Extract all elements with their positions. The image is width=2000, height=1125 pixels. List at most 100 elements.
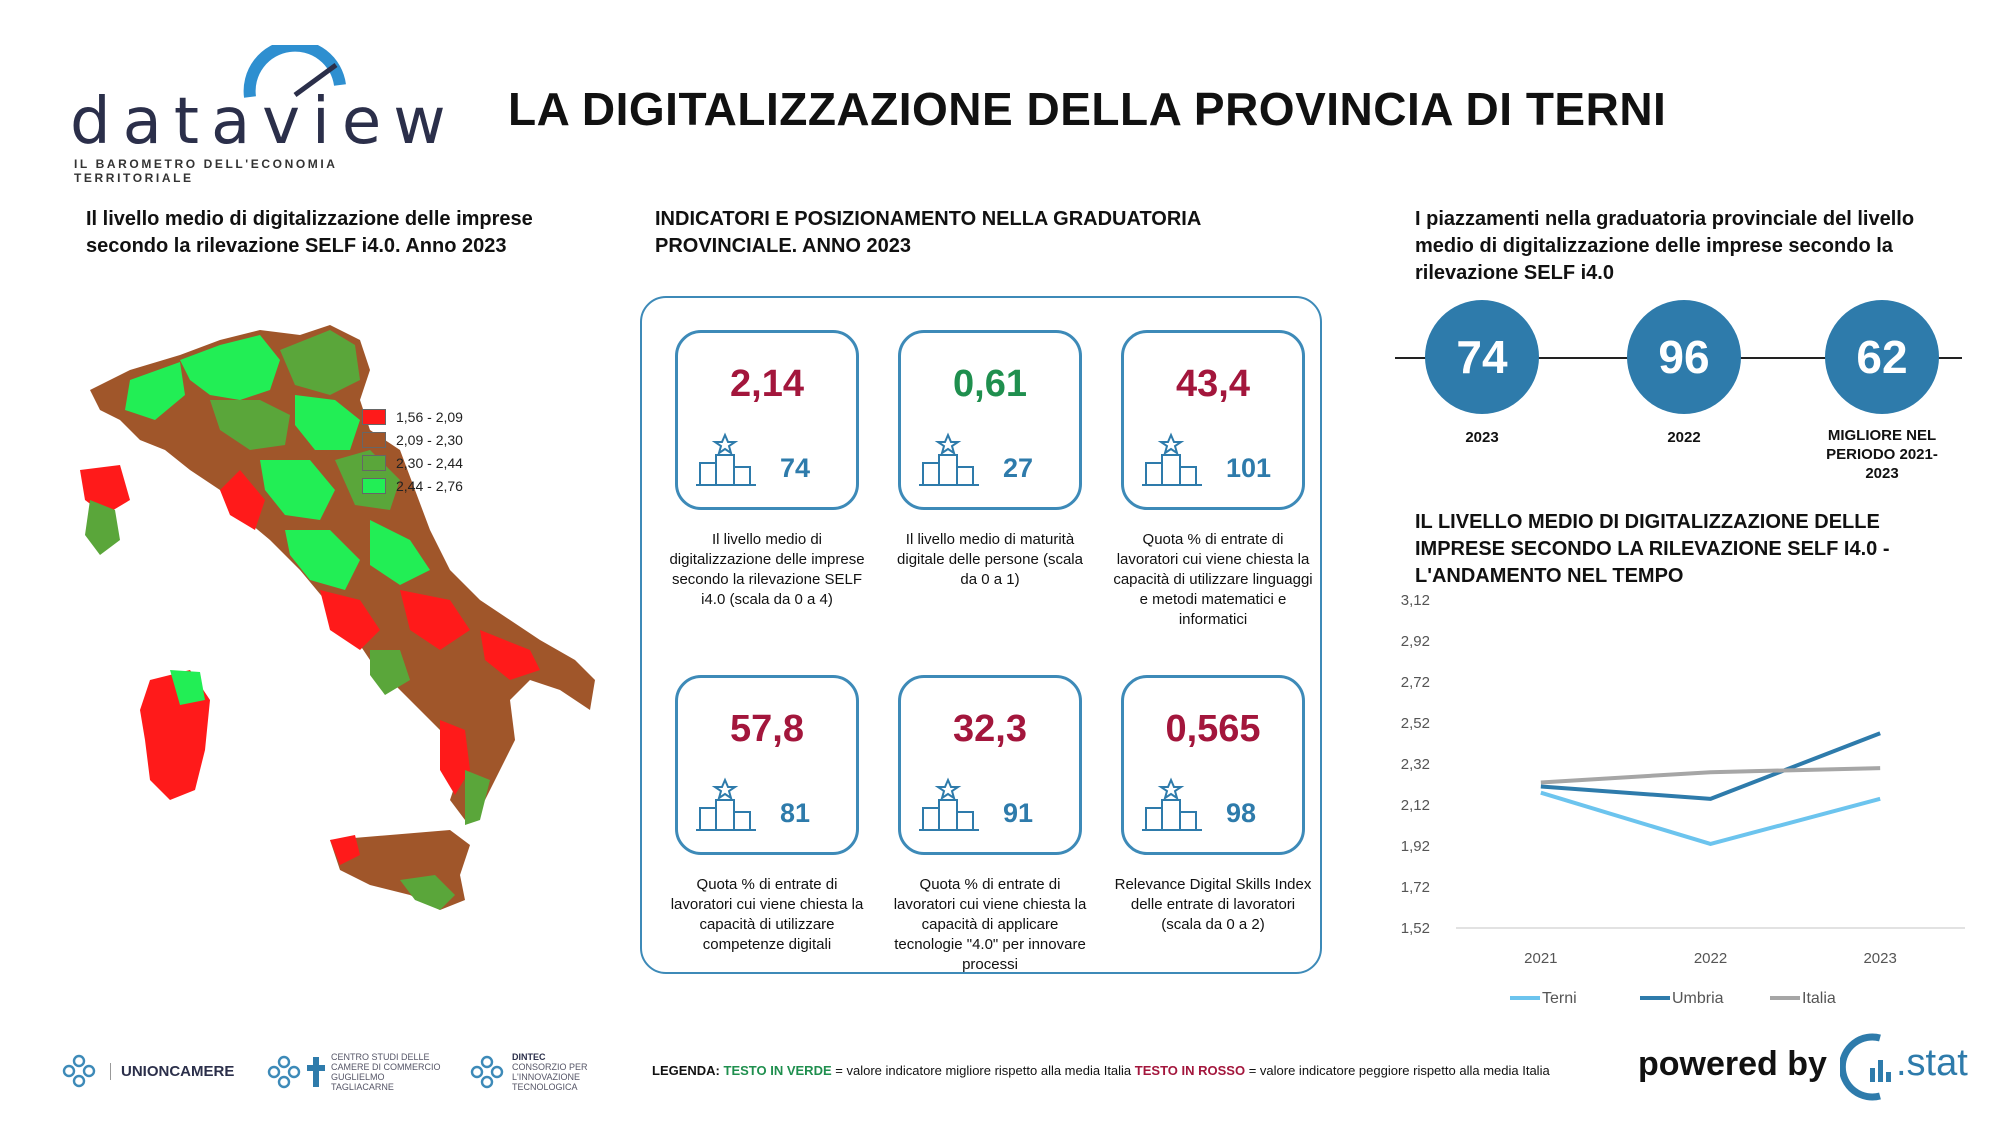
page-title: LA DIGITALIZZAZIONE DELLA PROVINCIA DI T… — [508, 83, 1667, 135]
y-tick-label: 2,72 — [1401, 674, 1430, 691]
legend-label: 2,09 - 2,30 — [396, 432, 463, 448]
color-legend-note: LEGENDA: TESTO IN VERDE = valore indicat… — [652, 1063, 1550, 1078]
legend-swatch — [362, 432, 386, 448]
x-tick-label: 2022 — [1694, 950, 1727, 967]
indicator-card: 32,3 91 — [898, 675, 1082, 855]
indicator-rank: 27 — [1003, 453, 1034, 483]
legend-note-red: TESTO IN ROSSO — [1134, 1063, 1246, 1078]
legend-label: Terni — [1542, 990, 1577, 1007]
y-tick-label: 2,92 — [1401, 633, 1430, 650]
rank-label: 2023 — [1465, 429, 1499, 446]
indicator-card: 0,61 27 — [898, 330, 1082, 510]
tagliacarne-mark-icon — [307, 1057, 325, 1087]
indicator-rank: 74 — [780, 453, 811, 483]
indicators-section-title: INDICATORI E POSIZIONAMENTO NELLA GRADUA… — [655, 208, 1201, 257]
cstat-emblem-icon — [1838, 1033, 1891, 1101]
indicator-value: 0,61 — [953, 363, 1027, 405]
y-tick-label: 1,72 — [1401, 879, 1430, 896]
tagliacarne-logo: CENTRO STUDI DELLE CAMERE DI COMMERCIO G… — [265, 1052, 441, 1092]
cstat-wordmark: .stat — [1896, 1042, 1968, 1084]
indicator-value: 43,4 — [1176, 363, 1250, 405]
podium-icon — [696, 432, 756, 486]
chart-title: IL LIVELLO MEDIO DI DIGITALIZZAZIONE DEL… — [1415, 511, 1890, 587]
dintec-name: DINTEC — [512, 1052, 546, 1062]
podium-icon — [919, 432, 979, 486]
indicator-description: Il livello medio di maturità digitale de… — [897, 531, 1083, 588]
indicator-rank: 101 — [1226, 453, 1272, 483]
indicator-card: 0,565 98 — [1121, 675, 1305, 855]
indicators-panel — [640, 296, 1322, 974]
legend-swatch — [362, 455, 386, 471]
map-section-title: Il livello medio di digitalizzazione del… — [86, 208, 533, 257]
rank-label: 2022 — [1667, 429, 1701, 446]
unioncamere-label: UNIONCAMERE — [110, 1062, 234, 1080]
podium-icon-wrap — [1140, 431, 1204, 491]
indicator-value: 32,3 — [953, 708, 1027, 750]
unioncamere-emblem-icon — [62, 1054, 96, 1088]
podium-icon — [1142, 432, 1202, 486]
podium-icon-wrap — [694, 776, 758, 836]
y-tick-label: 2,32 — [1401, 756, 1430, 773]
podium-icon — [1142, 777, 1202, 831]
y-tick-label: 1,92 — [1401, 838, 1430, 855]
legend-note-green-text: = valore indicatore migliore rispetto al… — [835, 1063, 1132, 1078]
x-tick-label: 2023 — [1863, 950, 1896, 967]
indicator-description: Quota % di entrate di lavoratori cui vie… — [670, 876, 864, 953]
indicator-rank: 98 — [1226, 798, 1257, 828]
rank-circle: 96 — [1627, 300, 1741, 414]
rank-circle: 74 — [1425, 300, 1539, 414]
legend-label: Umbria — [1672, 990, 1724, 1007]
map-legend-item: 2,30 - 2,44 — [362, 454, 463, 472]
indicator-description: Quota % di entrate di lavoratori cui vie… — [893, 876, 1087, 973]
podium-icon — [696, 777, 756, 831]
legend-label: 2,30 - 2,44 — [396, 455, 463, 471]
podium-icon-wrap — [917, 776, 981, 836]
italy-province-map — [80, 325, 595, 910]
map-legend-item: 1,56 - 2,09 — [362, 408, 463, 426]
indicator-card: 2,14 74 — [675, 330, 859, 510]
indicator-description: Relevance Digital Skills Index delle ent… — [1114, 876, 1312, 933]
trend-line-chart: 1,52 1,72 1,92 2,12 2,32 2,52 2,72 2,92 3,12 2021… — [1401, 592, 1965, 1007]
map-legend-item: 2,09 - 2,30 — [362, 431, 463, 449]
podium-icon-wrap — [1140, 776, 1204, 836]
podium-icon-wrap — [917, 431, 981, 491]
dataview-logo: dataview IL BAROMETRO DELL'ECONOMIA TERR… — [70, 45, 460, 185]
dintec-logo: DINTEC CONSORZIO PER L'INNOVAZIONE TECNO… — [468, 1052, 642, 1092]
powered-by-label: powered by — [1638, 1045, 1827, 1083]
indicator-card: 43,4 101 — [1121, 330, 1305, 510]
logo-wordmark: dataview — [70, 85, 458, 159]
dintec-emblem-icon — [470, 1055, 504, 1089]
gauge-arc-icon — [243, 45, 346, 98]
tagliacarne-emblem-icon — [267, 1055, 301, 1089]
dintec-text: DINTEC CONSORZIO PER L'INNOVAZIONE TECNO… — [512, 1052, 642, 1092]
legend-label: Italia — [1802, 990, 1836, 1007]
tagliacarne-label: CENTRO STUDI DELLE CAMERE DI COMMERCIO G… — [331, 1052, 441, 1092]
dintec-subtitle: CONSORZIO PER L'INNOVAZIONE TECNOLOGICA — [512, 1062, 588, 1092]
podium-icon-wrap — [694, 431, 758, 491]
indicator-rank: 91 — [1003, 798, 1034, 828]
y-tick-label: 2,52 — [1401, 715, 1430, 732]
map-legend-item: 2,44 - 2,76 — [362, 477, 463, 495]
y-tick-label: 3,12 — [1401, 592, 1430, 609]
indicator-card: 57,8 81 — [675, 675, 859, 855]
logo-tagline: IL BAROMETRO DELL'ECONOMIA TERRITORIALE — [74, 157, 338, 185]
indicator-description: Il livello medio di digitalizzazione del… — [669, 531, 865, 608]
x-tick-label: 2021 — [1524, 950, 1557, 967]
series-line-italia — [1540, 766, 1881, 785]
series-line-umbria — [1540, 731, 1881, 801]
series-line-terni — [1540, 790, 1881, 846]
rank-label: MIGLIORE NEL PERIODO 2021-2023 — [1826, 427, 1938, 482]
y-tick-label: 2,12 — [1401, 797, 1430, 814]
legend-note-red-text: = valore indicatore peggiore rispetto al… — [1248, 1063, 1550, 1078]
podium-icon — [919, 777, 979, 831]
legend-swatch — [362, 409, 386, 425]
indicator-rank: 81 — [780, 798, 811, 828]
legend-label: 2,44 - 2,76 — [396, 478, 463, 494]
unioncamere-logo: UNIONCAMERE — [60, 1052, 234, 1090]
indicator-value: 2,14 — [730, 363, 804, 405]
indicator-description: Quota % di entrate di lavoratori cui vie… — [1113, 531, 1313, 628]
cstat-logo: .stat — [1838, 1030, 1970, 1104]
y-tick-label: 1,52 — [1401, 920, 1430, 937]
legend-swatch — [362, 478, 386, 494]
legend-note-label: LEGENDA: — [652, 1063, 720, 1078]
